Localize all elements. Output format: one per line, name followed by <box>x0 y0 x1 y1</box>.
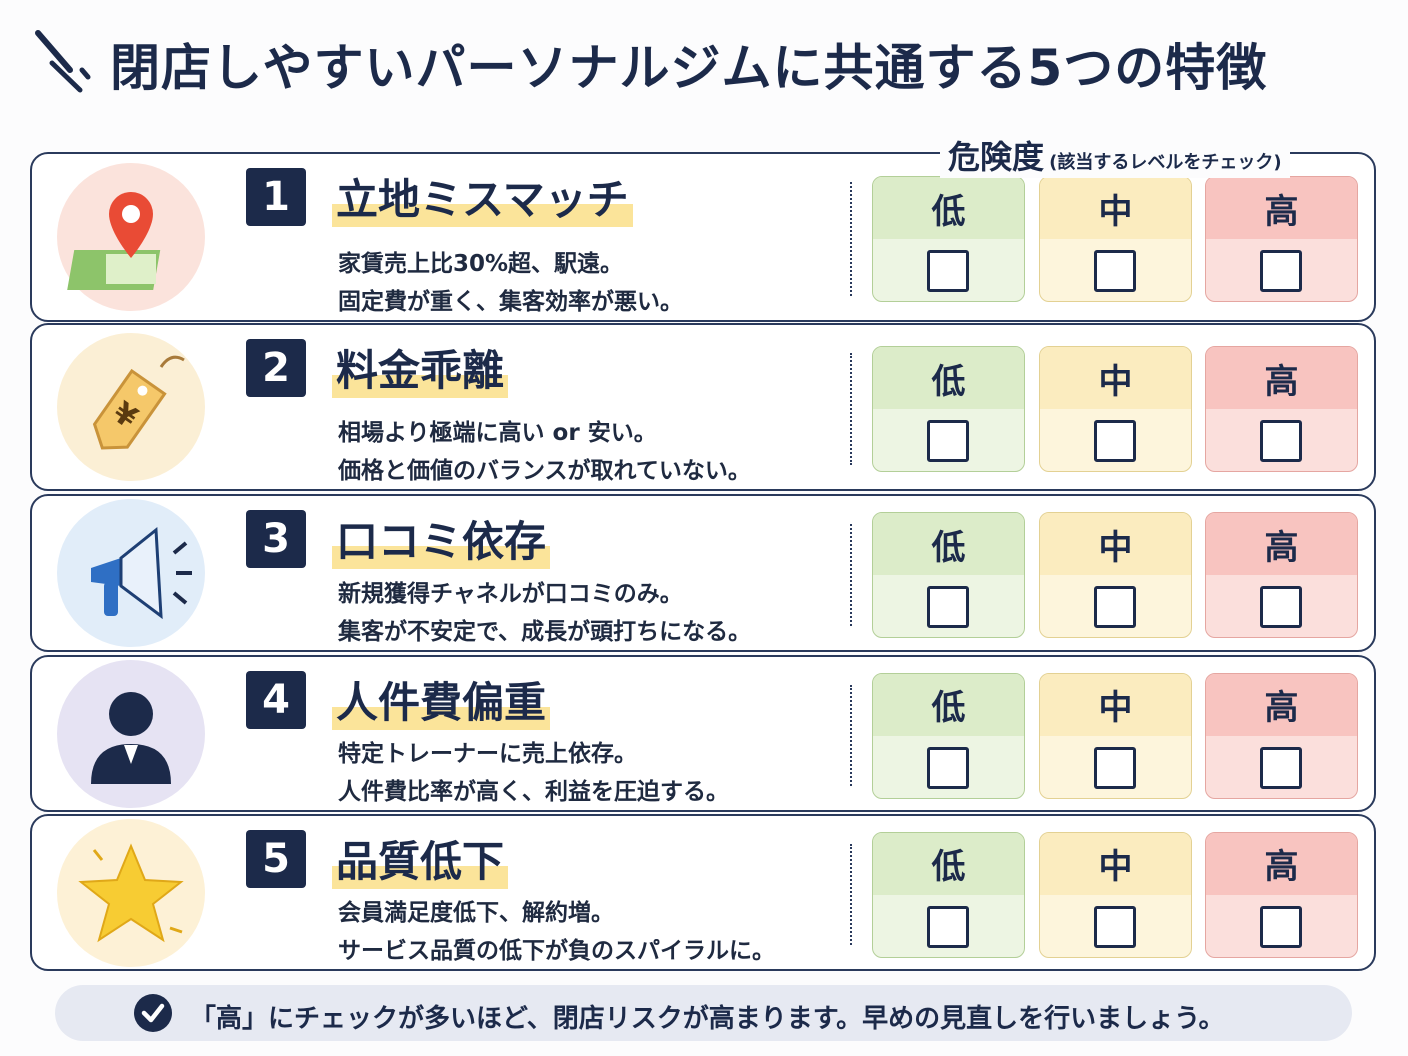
level-checkbox[interactable] <box>1260 746 1302 789</box>
level-label: 低 <box>873 513 1024 575</box>
level-checkbox[interactable] <box>927 250 969 292</box>
level-label: 中 <box>1040 673 1191 736</box>
level-checkbox[interactable] <box>1094 746 1136 789</box>
footer-text: 「高」にチェックが多いほど、閉店リスクが高まります。早めの見直しを行いましょう。 <box>190 1004 1225 1034</box>
item-title: 立地ミスマッチ <box>332 166 633 227</box>
item-desc: サービス品質の低下が負のスパイラルに。 <box>338 938 775 964</box>
level-checkbox[interactable] <box>927 420 969 462</box>
title-decoration <box>35 30 91 93</box>
item-number: 5 <box>246 830 306 888</box>
item-icon: ¥ <box>57 333 205 481</box>
item-desc: 家賃売上比30%超、駅遠。 <box>338 251 624 277</box>
level-label: 低 <box>873 347 1024 409</box>
level-checkbox[interactable] <box>927 746 969 789</box>
item-desc: 相場より極端に高い or 安い。 <box>338 420 657 446</box>
item-desc: 新規獲得チャネルが口コミのみ。 <box>338 581 683 607</box>
level-box: 高 <box>1205 346 1358 472</box>
level-checkbox[interactable] <box>1260 905 1302 948</box>
level-checkbox[interactable] <box>1094 905 1136 948</box>
item-desc: 会員満足度低下、解約増。 <box>338 900 614 926</box>
level-box: 低 <box>872 672 1025 799</box>
level-label: 低 <box>873 177 1024 239</box>
risk-label: 危険度 <box>948 138 1045 176</box>
level-box: 中 <box>1039 176 1192 302</box>
item-icon <box>57 499 205 647</box>
item-desc: 集客が不安定で、成長が頭打ちになる。 <box>338 619 752 645</box>
divider <box>850 844 852 945</box>
risk-note: (該当するレベルをチェック) <box>1049 152 1282 173</box>
item-number: 2 <box>246 339 306 397</box>
level-checkbox[interactable] <box>1094 586 1136 628</box>
level-label: 中 <box>1040 832 1191 895</box>
level-label: 高 <box>1206 832 1357 895</box>
level-label: 高 <box>1206 513 1357 575</box>
item-desc: 価格と価値のバランスが取れていない。 <box>338 458 751 484</box>
level-checkbox[interactable] <box>1260 420 1302 462</box>
level-checkbox[interactable] <box>927 586 969 628</box>
divider <box>850 182 852 296</box>
level-label: 低 <box>873 673 1024 736</box>
level-box: 高 <box>1205 672 1358 799</box>
level-box: 中 <box>1039 831 1192 958</box>
level-box: 中 <box>1039 672 1192 799</box>
level-label: 中 <box>1040 347 1191 409</box>
level-label: 低 <box>873 832 1024 895</box>
level-box: 低 <box>872 346 1025 472</box>
risk-header: 危険度 (該当するレベルをチェック) <box>940 132 1290 178</box>
item-icon <box>57 818 205 967</box>
level-box: 高 <box>1205 512 1358 638</box>
level-box: 高 <box>1205 176 1358 302</box>
level-checkbox[interactable] <box>927 905 969 948</box>
item-number: 3 <box>246 510 306 568</box>
item-card: 1 立地ミスマッチ家賃売上比30%超、駅遠。固定費が重く、集客効率が悪い。 低中高 <box>30 152 1376 322</box>
item-desc: 固定費が重く、集客効率が悪い。 <box>338 289 683 315</box>
level-label: 中 <box>1040 177 1191 239</box>
item-title: 料金乖離 <box>332 337 509 398</box>
item-desc: 特定トレーナーに売上依存。 <box>338 741 637 767</box>
level-checkbox[interactable] <box>1260 586 1302 628</box>
level-label: 高 <box>1206 673 1357 736</box>
level-box: 低 <box>872 512 1025 638</box>
level-box: 低 <box>872 176 1025 302</box>
title: 閉店しやすいパーソナルジムに共通する5つの特徴 <box>110 39 1268 97</box>
level-label: 高 <box>1206 177 1357 239</box>
item-card: 3 口コミ依存新規獲得チャネルが口コミのみ。集客が不安定で、成長が頭打ちになる。 低… <box>30 494 1376 652</box>
item-title: 人件費偏重 <box>332 669 551 730</box>
divider <box>850 524 852 626</box>
level-box: 低 <box>872 831 1025 958</box>
item-title: 品質低下 <box>332 828 509 889</box>
level-checkbox[interactable] <box>1260 250 1302 292</box>
item-desc: 人件費比率が高く、利益を圧迫する。 <box>338 779 729 805</box>
item-icon <box>57 659 205 808</box>
level-box: 中 <box>1039 346 1192 472</box>
item-card: ¥2 料金乖離相場より極端に高い or 安い。価格と価値のバランスが取れていない。… <box>30 323 1376 491</box>
level-label: 高 <box>1206 347 1357 409</box>
level-box: 中 <box>1039 512 1192 638</box>
item-title: 口コミ依存 <box>332 508 551 569</box>
level-label: 中 <box>1040 513 1191 575</box>
level-box: 高 <box>1205 831 1358 958</box>
item-number: 1 <box>246 168 306 226</box>
item-number: 4 <box>246 671 306 729</box>
level-checkbox[interactable] <box>1094 250 1136 292</box>
footer-bar <box>55 985 1352 1041</box>
item-icon <box>57 163 205 311</box>
level-checkbox[interactable] <box>1094 420 1136 462</box>
item-card: 4 人件費偏重特定トレーナーに売上依存。人件費比率が高く、利益を圧迫する。 低中高 <box>30 655 1376 812</box>
check-icon <box>134 994 172 1032</box>
item-card: 5 品質低下会員満足度低下、解約増。サービス品質の低下が負のスパイラルに。 低中高 <box>30 814 1376 971</box>
divider <box>850 685 852 786</box>
divider <box>850 353 852 465</box>
